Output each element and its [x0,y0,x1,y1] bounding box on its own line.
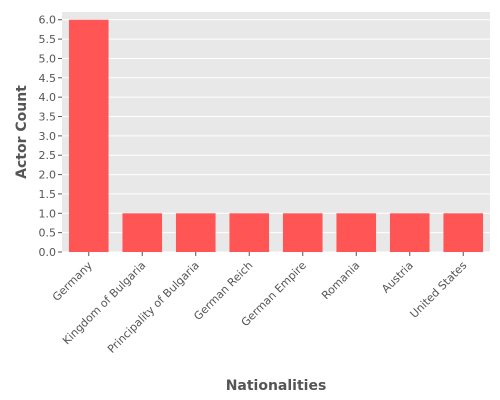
y-tick-label: 1.5 [39,188,57,201]
bar-romania [336,213,377,252]
y-tick-label: 3.0 [39,130,57,143]
bar-german-empire [282,213,323,252]
y-tick-label: 4.5 [39,72,57,85]
x-tick-label: United States [407,259,469,321]
x-tick-label: Austria [379,259,416,296]
y-tick-label: 6.0 [39,14,57,27]
y-tick-label: 5.0 [39,52,57,65]
bar-principality-of-bulgaria [175,213,216,252]
y-tick-label: 2.5 [39,149,57,162]
y-tick-label: 0.5 [39,227,57,240]
y-tick-label: 4.0 [39,91,57,104]
plot-area [62,12,490,252]
y-axis-ticks: 0.0 0.5 1.0 1.5 2.0 2.5 3.0 3.5 4.0 4.5 5.0 5.5 6.0 [39,14,62,259]
x-tick-label: Romania [319,259,362,302]
y-tick-label: 0.0 [39,246,57,259]
y-tick-label: 1.0 [39,207,57,220]
y-tick-label: 5.5 [39,33,57,46]
bar-germany [68,19,109,252]
y-tick-label: 2.0 [39,169,57,182]
bar-austria [389,213,430,252]
x-tick-label: Germany [50,259,95,304]
x-axis-title: Nationalities [226,378,327,394]
bar-united-states [443,213,484,252]
y-axis-title: Actor Count [14,85,30,179]
bar-german-reich [229,213,270,252]
x-tick-label: Principality of Bulgaria [105,259,202,356]
y-tick-label: 3.5 [39,111,57,124]
bars [68,19,484,252]
bar-kingdom-of-bulgaria [122,213,163,252]
